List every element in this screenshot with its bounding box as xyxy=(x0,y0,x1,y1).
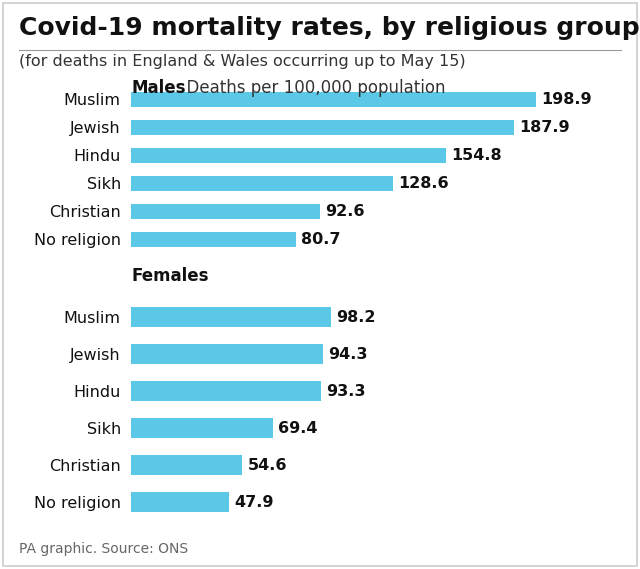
Bar xyxy=(131,492,228,512)
Text: 98.2: 98.2 xyxy=(336,310,376,325)
Text: 93.3: 93.3 xyxy=(326,384,366,399)
Bar xyxy=(131,344,323,364)
Text: 92.6: 92.6 xyxy=(325,204,364,218)
Text: 128.6: 128.6 xyxy=(398,176,449,191)
Bar xyxy=(131,232,296,247)
Text: 94.3: 94.3 xyxy=(328,347,368,362)
Bar xyxy=(131,418,273,438)
Text: 80.7: 80.7 xyxy=(301,232,340,247)
Text: 54.6: 54.6 xyxy=(248,457,287,473)
Text: 69.4: 69.4 xyxy=(278,420,317,436)
Bar xyxy=(131,455,243,475)
Bar xyxy=(131,307,331,327)
Text: 47.9: 47.9 xyxy=(234,494,273,510)
Bar xyxy=(131,92,536,107)
Bar xyxy=(131,381,321,401)
Text: PA graphic. Source: ONS: PA graphic. Source: ONS xyxy=(19,542,188,556)
Text: Males: Males xyxy=(131,79,186,97)
Text: Covid-19 mortality rates, by religious group: Covid-19 mortality rates, by religious g… xyxy=(19,16,640,40)
Text: Females: Females xyxy=(131,267,209,286)
Text: 198.9: 198.9 xyxy=(541,92,592,107)
Text: 187.9: 187.9 xyxy=(519,120,570,135)
Text: Deaths per 100,000 population: Deaths per 100,000 population xyxy=(176,79,445,97)
Bar xyxy=(131,204,320,219)
Bar xyxy=(131,147,447,163)
Bar xyxy=(131,119,514,135)
Text: (for deaths in England & Wales occurring up to May 15): (for deaths in England & Wales occurring… xyxy=(19,54,466,69)
Text: 154.8: 154.8 xyxy=(452,148,502,163)
Bar xyxy=(131,176,393,191)
